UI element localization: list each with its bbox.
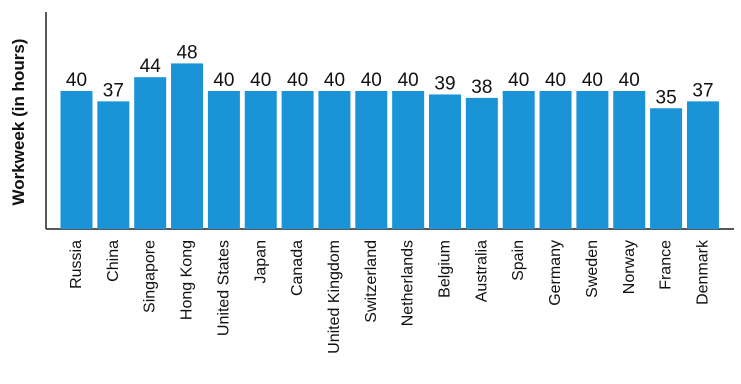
bar-belgium bbox=[429, 94, 461, 229]
value-label-germany: 40 bbox=[545, 70, 566, 91]
category-label-spain: Spain bbox=[510, 240, 527, 281]
value-label-denmark: 37 bbox=[692, 80, 713, 101]
bar-netherlands bbox=[392, 91, 425, 229]
value-label-australia: 38 bbox=[471, 77, 492, 98]
bar-norway bbox=[613, 91, 646, 229]
category-label-norway: Norway bbox=[621, 240, 638, 294]
value-label-norway: 40 bbox=[619, 70, 640, 91]
value-label-spain: 40 bbox=[508, 70, 529, 91]
category-label-canada: Canada bbox=[289, 240, 306, 296]
value-label-belgium: 39 bbox=[434, 73, 455, 94]
category-label-china: China bbox=[105, 240, 122, 282]
category-label-hong-kong: Hong Kong bbox=[179, 240, 196, 320]
bar-china bbox=[97, 101, 130, 229]
category-label-united-kingdom: United Kingdom bbox=[326, 240, 343, 354]
bar-sweden bbox=[576, 91, 609, 229]
value-label-russia: 40 bbox=[66, 70, 87, 91]
value-label-netherlands: 40 bbox=[398, 70, 419, 91]
category-label-belgium: Belgium bbox=[437, 240, 454, 298]
bar-united-kingdom bbox=[318, 91, 351, 229]
value-label-china: 37 bbox=[103, 80, 124, 101]
category-label-singapore: Singapore bbox=[142, 240, 159, 313]
value-label-hong-kong: 48 bbox=[176, 42, 197, 63]
value-label-switzerland: 40 bbox=[361, 70, 382, 91]
category-label-germany: Germany bbox=[547, 240, 564, 306]
category-label-united-states: United States bbox=[215, 240, 232, 336]
bar-australia bbox=[465, 97, 498, 230]
category-label-russia: Russia bbox=[68, 240, 85, 289]
value-label-singapore: 44 bbox=[140, 56, 162, 77]
category-labels-group: Russia China Singapore Hong Kong United Stat… bbox=[68, 239, 711, 354]
category-label-france: France bbox=[658, 240, 675, 290]
bar-france bbox=[650, 108, 683, 229]
y-axis-label: Workweek (in hours) bbox=[9, 39, 28, 206]
category-label-netherlands: Netherlands bbox=[400, 240, 417, 326]
bar-switzerland bbox=[355, 91, 388, 229]
bar-spain bbox=[502, 91, 535, 229]
bar-singapore bbox=[134, 77, 167, 229]
bars-group bbox=[60, 63, 719, 230]
bar-japan bbox=[244, 91, 277, 229]
category-label-australia: Australia bbox=[473, 240, 490, 302]
value-label-canada: 40 bbox=[287, 70, 308, 91]
bar-russia bbox=[60, 91, 93, 229]
bar-united-states bbox=[207, 91, 240, 229]
category-label-sweden: Sweden bbox=[584, 240, 601, 298]
category-label-denmark: Denmark bbox=[694, 239, 711, 305]
value-label-france: 35 bbox=[656, 87, 677, 108]
value-label-japan: 40 bbox=[250, 70, 271, 91]
value-label-united-kingdom: 40 bbox=[324, 70, 345, 91]
bar-canada bbox=[281, 91, 314, 229]
value-labels-group: 40 37 44 48 40 40 40 40 40 40 39 38 40 40 40 40 35 37 bbox=[66, 42, 714, 108]
bar-germany bbox=[539, 91, 572, 229]
category-label-japan: Japan bbox=[252, 240, 269, 284]
value-label-sweden: 40 bbox=[582, 70, 603, 91]
value-label-united-states: 40 bbox=[213, 70, 234, 91]
bar-denmark bbox=[686, 101, 719, 229]
category-label-switzerland: Switzerland bbox=[363, 240, 380, 323]
bar-hong-kong bbox=[171, 63, 204, 230]
